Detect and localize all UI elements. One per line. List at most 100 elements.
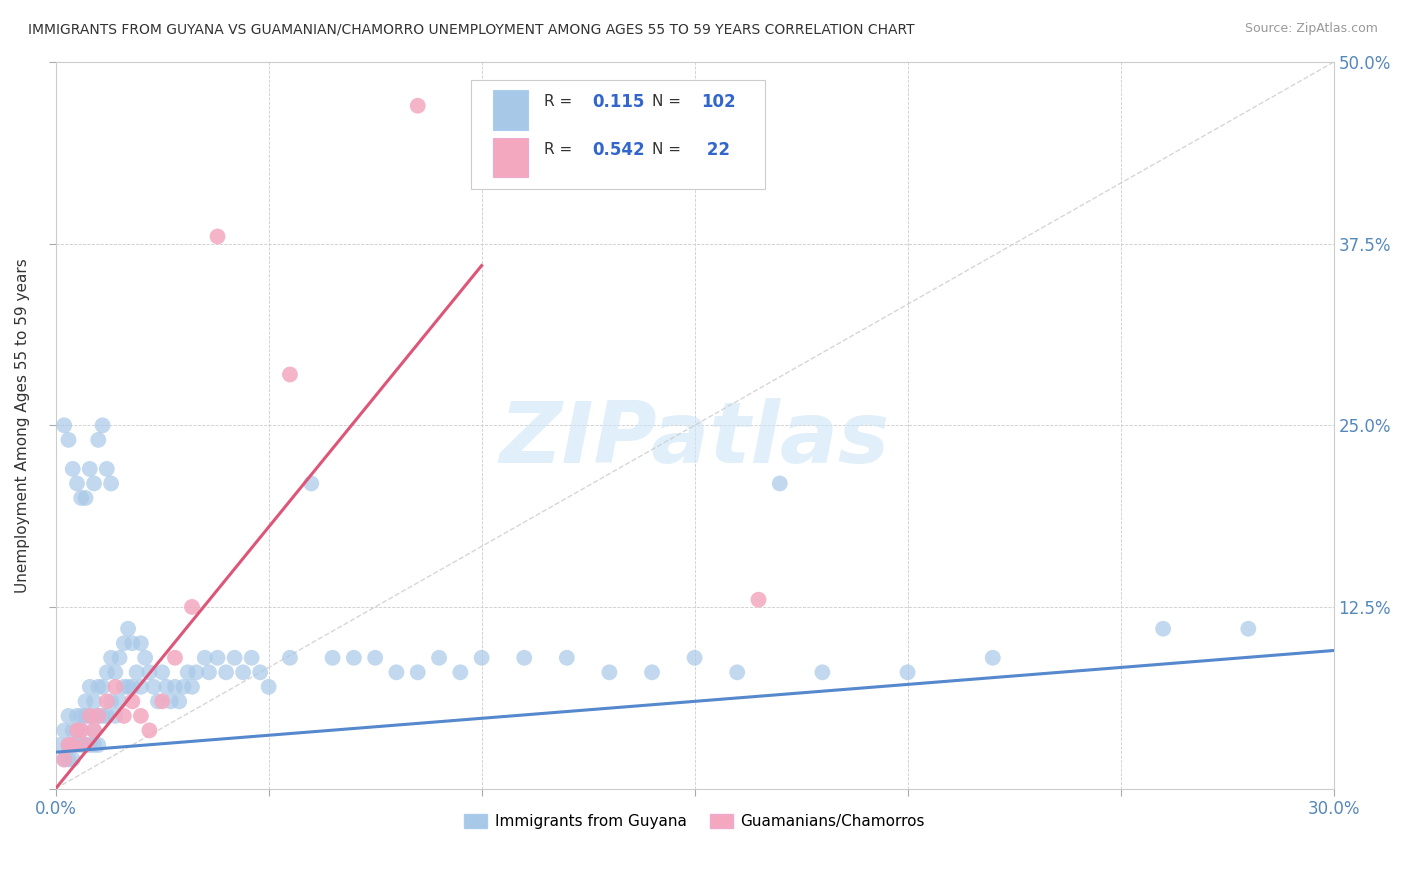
Point bbox=[96, 709, 118, 723]
Point bbox=[96, 694, 118, 708]
Point bbox=[207, 229, 229, 244]
Point bbox=[194, 650, 217, 665]
Point bbox=[112, 636, 135, 650]
Point bbox=[100, 650, 122, 665]
Text: Source: ZipAtlas.com: Source: ZipAtlas.com bbox=[1244, 22, 1378, 36]
Point bbox=[100, 694, 122, 708]
Point bbox=[108, 694, 131, 708]
Point bbox=[62, 738, 84, 752]
Point bbox=[129, 709, 152, 723]
Point bbox=[53, 723, 76, 738]
Point bbox=[83, 694, 105, 708]
Point bbox=[75, 709, 97, 723]
Legend: Immigrants from Guyana, Guamanians/Chamorros: Immigrants from Guyana, Guamanians/Chamo… bbox=[458, 808, 931, 836]
Point bbox=[449, 665, 471, 680]
Point bbox=[83, 476, 105, 491]
FancyBboxPatch shape bbox=[492, 137, 529, 178]
Point bbox=[91, 418, 114, 433]
Point bbox=[134, 650, 156, 665]
Text: 0.115: 0.115 bbox=[592, 93, 645, 111]
Point bbox=[471, 650, 494, 665]
Point bbox=[53, 752, 76, 766]
Text: 0.542: 0.542 bbox=[592, 141, 645, 159]
Point bbox=[87, 709, 110, 723]
Point bbox=[142, 680, 165, 694]
Point bbox=[125, 665, 148, 680]
Point bbox=[83, 723, 105, 738]
Point bbox=[215, 665, 238, 680]
Point bbox=[83, 723, 105, 738]
Point bbox=[207, 650, 229, 665]
Point bbox=[75, 738, 97, 752]
Point bbox=[87, 709, 110, 723]
Point bbox=[62, 462, 84, 476]
Point bbox=[66, 476, 89, 491]
Point bbox=[70, 723, 93, 738]
Point bbox=[112, 709, 135, 723]
Point bbox=[257, 680, 280, 694]
Point bbox=[163, 680, 186, 694]
Point bbox=[555, 650, 578, 665]
Y-axis label: Unemployment Among Ages 55 to 59 years: Unemployment Among Ages 55 to 59 years bbox=[15, 258, 30, 592]
Point bbox=[58, 433, 80, 447]
Point bbox=[53, 418, 76, 433]
Text: IMMIGRANTS FROM GUYANA VS GUAMANIAN/CHAMORRO UNEMPLOYMENT AMONG AGES 55 TO 59 YE: IMMIGRANTS FROM GUYANA VS GUAMANIAN/CHAM… bbox=[28, 22, 915, 37]
Point bbox=[897, 665, 920, 680]
Point bbox=[79, 462, 101, 476]
Point bbox=[385, 665, 408, 680]
Point bbox=[240, 650, 263, 665]
Point bbox=[66, 738, 89, 752]
Point bbox=[79, 709, 101, 723]
Point bbox=[513, 650, 536, 665]
Point bbox=[427, 650, 450, 665]
Text: 22: 22 bbox=[702, 141, 730, 159]
Point bbox=[150, 694, 173, 708]
Point bbox=[104, 709, 127, 723]
Point bbox=[121, 636, 143, 650]
FancyBboxPatch shape bbox=[471, 80, 765, 189]
Point bbox=[155, 680, 177, 694]
Point bbox=[150, 665, 173, 680]
Point bbox=[104, 665, 127, 680]
Point bbox=[58, 738, 80, 752]
Point bbox=[112, 680, 135, 694]
Point bbox=[146, 694, 169, 708]
Point bbox=[278, 650, 301, 665]
Point bbox=[406, 99, 429, 113]
Point bbox=[1237, 622, 1260, 636]
Point bbox=[79, 709, 101, 723]
Point bbox=[75, 738, 97, 752]
Point bbox=[87, 433, 110, 447]
Point bbox=[163, 650, 186, 665]
Point bbox=[96, 665, 118, 680]
Point bbox=[70, 723, 93, 738]
Point bbox=[53, 752, 76, 766]
Point bbox=[79, 680, 101, 694]
Point bbox=[75, 491, 97, 505]
Point bbox=[58, 709, 80, 723]
Text: N =: N = bbox=[652, 95, 686, 109]
Point bbox=[58, 752, 80, 766]
Point bbox=[121, 680, 143, 694]
Point bbox=[108, 650, 131, 665]
Point bbox=[641, 665, 664, 680]
Point bbox=[198, 665, 221, 680]
Point bbox=[129, 636, 152, 650]
Point bbox=[66, 723, 89, 738]
Point bbox=[70, 491, 93, 505]
Point bbox=[62, 738, 84, 752]
Point bbox=[299, 476, 322, 491]
Point bbox=[138, 665, 160, 680]
Point bbox=[100, 476, 122, 491]
Point bbox=[249, 665, 271, 680]
Point bbox=[96, 462, 118, 476]
Point bbox=[91, 709, 114, 723]
Point bbox=[87, 738, 110, 752]
Point bbox=[598, 665, 620, 680]
Point bbox=[278, 368, 301, 382]
Point bbox=[725, 665, 748, 680]
Point bbox=[62, 723, 84, 738]
Point bbox=[186, 665, 208, 680]
Point bbox=[117, 622, 139, 636]
Point bbox=[406, 665, 429, 680]
